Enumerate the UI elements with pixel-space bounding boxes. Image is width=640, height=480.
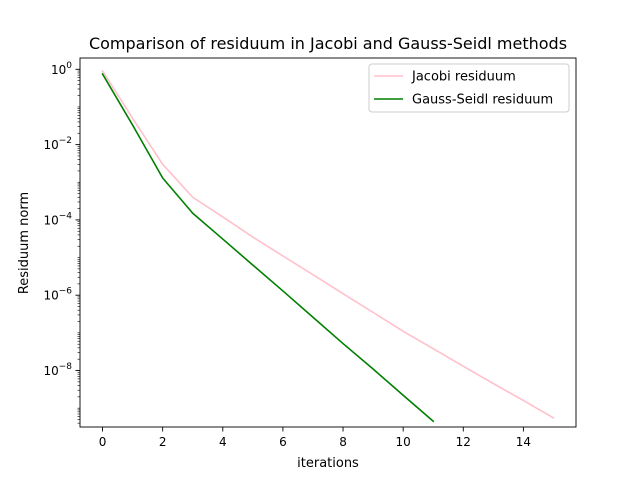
x-axis-label: iterations	[297, 456, 359, 471]
legend-label-jacobi: Jacobi residuum	[411, 70, 516, 85]
y-tick-exponent: −2	[59, 136, 72, 146]
x-tick-label: 4	[219, 435, 227, 449]
y-tick-label: 10−2	[43, 136, 72, 152]
legend-label-gauss-seidl: Gauss-Seidl residuum	[412, 93, 553, 108]
y-tick-base: 10	[43, 213, 58, 227]
y-tick-label: 10−4	[43, 211, 72, 227]
y-tick-base: 10	[43, 364, 58, 378]
legend: Jacobi residuum Gauss-Seidl residuum	[368, 63, 570, 113]
chart-title: Comparison of residuum in Jacobi and Gau…	[89, 34, 567, 53]
y-axis-label: Residuum norm	[17, 192, 32, 294]
y-tick-base: 10	[43, 138, 58, 152]
x-tick-label: 12	[456, 435, 471, 449]
y-tick-base: 10	[43, 289, 58, 303]
y-tick-exponent: −6	[59, 287, 73, 297]
x-tick-label: 14	[516, 435, 531, 449]
y-tick-exponent: 0	[66, 61, 72, 71]
series-layer	[101, 69, 555, 423]
plot-area	[80, 58, 576, 427]
y-tick-base: 10	[51, 63, 66, 77]
y-tick-label: 10−8	[43, 362, 72, 378]
y-tick-label: 100	[51, 61, 72, 77]
y-tick-exponent: −8	[59, 362, 73, 372]
y-tick-exponent: −4	[59, 211, 73, 221]
x-tick-label: 10	[396, 435, 411, 449]
x-tick-label: 2	[159, 435, 167, 449]
axes-frame	[79, 57, 577, 428]
x-tick-label: 8	[339, 435, 347, 449]
legend-box	[368, 63, 570, 113]
x-tick-label: 0	[99, 435, 107, 449]
series-line-jacobi	[101, 69, 555, 420]
x-tick-label: 6	[279, 435, 287, 449]
series-line-gauss-seidl	[101, 72, 435, 423]
y-tick-label: 10−6	[43, 287, 72, 303]
